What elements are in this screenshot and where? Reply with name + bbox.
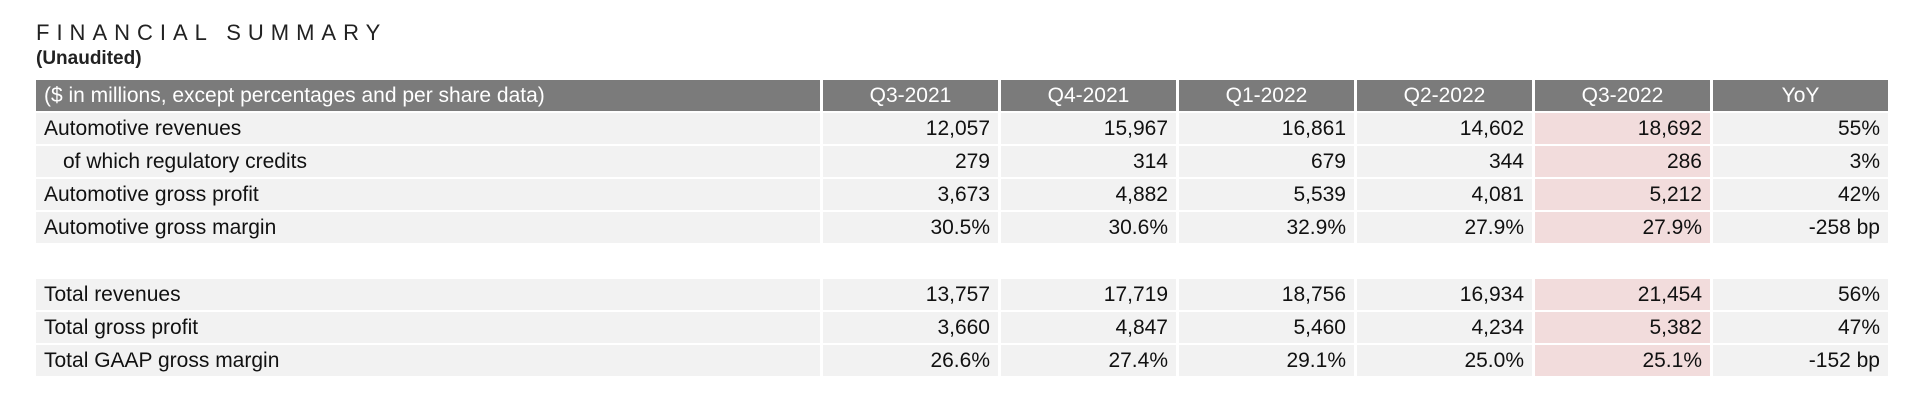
- column-header-q1-2022: Q1-2022: [1179, 80, 1354, 111]
- table-row: Automotive gross profit 3,673 4,882 5,53…: [36, 179, 1888, 210]
- table-cell: 25.0%: [1357, 345, 1532, 376]
- row-label: Total gross profit: [36, 312, 820, 343]
- table-cell: 16,861: [1179, 113, 1354, 144]
- table-header-row: ($ in millions, except percentages and p…: [36, 80, 1888, 111]
- row-label: Total GAAP gross margin: [36, 345, 820, 376]
- table-cell: 14,602: [1357, 113, 1532, 144]
- table-cell: 5,460: [1179, 312, 1354, 343]
- yoy-cell: 3%: [1713, 146, 1888, 177]
- table-cell: 4,882: [1001, 179, 1176, 210]
- section-spacer: [36, 245, 1888, 277]
- table-cell: 17,719: [1001, 279, 1176, 310]
- yoy-cell: 55%: [1713, 113, 1888, 144]
- page-title: FINANCIAL SUMMARY: [36, 20, 388, 45]
- table-cell: 13,757: [823, 279, 998, 310]
- table-cell: 27.9%: [1357, 212, 1532, 243]
- table-cell: 30.6%: [1001, 212, 1176, 243]
- table-row: Automotive revenues 12,057 15,967 16,861…: [36, 113, 1888, 144]
- column-header-q2-2022: Q2-2022: [1357, 80, 1532, 111]
- table-cell: 3,673: [823, 179, 998, 210]
- page-subtitle: (Unaudited): [36, 48, 142, 69]
- table-cell: 16,934: [1357, 279, 1532, 310]
- column-header-q3-2022: Q3-2022: [1535, 80, 1710, 111]
- spacer-cell: [36, 245, 1888, 277]
- table-cell: 3,660: [823, 312, 998, 343]
- highlighted-cell: 25.1%: [1535, 345, 1710, 376]
- table-cell: 279: [823, 146, 998, 177]
- table-cell: 18,756: [1179, 279, 1354, 310]
- table-cell: 32.9%: [1179, 212, 1354, 243]
- table-corner-label: ($ in millions, except percentages and p…: [36, 80, 820, 111]
- table-row: Total gross profit 3,660 4,847 5,460 4,2…: [36, 312, 1888, 343]
- table-cell: 314: [1001, 146, 1176, 177]
- table-cell: 26.6%: [823, 345, 998, 376]
- table-cell: 15,967: [1001, 113, 1176, 144]
- column-header-q4-2021: Q4-2021: [1001, 80, 1176, 111]
- financial-summary-table: ($ in millions, except percentages and p…: [33, 78, 1891, 378]
- column-header-yoy: YoY: [1713, 80, 1888, 111]
- table-cell: 4,081: [1357, 179, 1532, 210]
- table-cell: 29.1%: [1179, 345, 1354, 376]
- row-label: Automotive revenues: [36, 113, 820, 144]
- table-row: Total GAAP gross margin 26.6% 27.4% 29.1…: [36, 345, 1888, 376]
- yoy-cell: -152 bp: [1713, 345, 1888, 376]
- row-label: of which regulatory credits: [36, 146, 820, 177]
- highlighted-cell: 286: [1535, 146, 1710, 177]
- row-label: Automotive gross margin: [36, 212, 820, 243]
- yoy-cell: 56%: [1713, 279, 1888, 310]
- table-cell: 12,057: [823, 113, 998, 144]
- table-cell: 4,847: [1001, 312, 1176, 343]
- table-cell: 30.5%: [823, 212, 998, 243]
- highlighted-cell: 27.9%: [1535, 212, 1710, 243]
- table-row: of which regulatory credits 279 314 679 …: [36, 146, 1888, 177]
- yoy-cell: 42%: [1713, 179, 1888, 210]
- row-label: Automotive gross profit: [36, 179, 820, 210]
- yoy-cell: -258 bp: [1713, 212, 1888, 243]
- table-row: Automotive gross margin 30.5% 30.6% 32.9…: [36, 212, 1888, 243]
- table-cell: 679: [1179, 146, 1354, 177]
- highlighted-cell: 18,692: [1535, 113, 1710, 144]
- yoy-cell: 47%: [1713, 312, 1888, 343]
- column-header-q3-2021: Q3-2021: [823, 80, 998, 111]
- table-row: Total revenues 13,757 17,719 18,756 16,9…: [36, 279, 1888, 310]
- row-label: Total revenues: [36, 279, 820, 310]
- highlighted-cell: 5,212: [1535, 179, 1710, 210]
- table-cell: 344: [1357, 146, 1532, 177]
- table-cell: 4,234: [1357, 312, 1532, 343]
- highlighted-cell: 21,454: [1535, 279, 1710, 310]
- table-cell: 5,539: [1179, 179, 1354, 210]
- highlighted-cell: 5,382: [1535, 312, 1710, 343]
- table-cell: 27.4%: [1001, 345, 1176, 376]
